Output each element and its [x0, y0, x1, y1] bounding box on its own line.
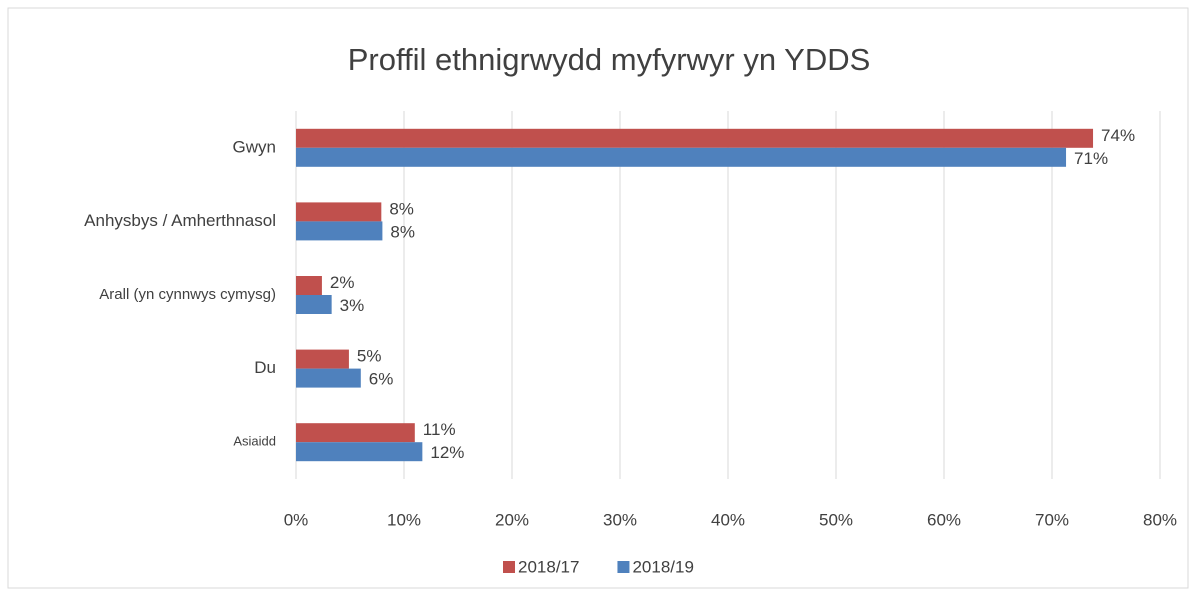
x-tick-label: 20%: [495, 510, 529, 529]
bar: [296, 202, 382, 222]
data-label: 12%: [430, 443, 464, 462]
y-tick-label: Anhysbys / Amherthnasol: [84, 211, 276, 230]
bar: [296, 295, 332, 314]
x-tick-label: 50%: [819, 510, 853, 529]
y-tick-label: Arall (yn cynnwys cymysg): [99, 286, 276, 303]
x-tick-label: 30%: [603, 510, 637, 529]
chart-title: Proffil ethnigrwydd myfyrwyr yn YDDS: [348, 42, 871, 77]
y-tick-label: Du: [254, 358, 276, 377]
data-label: 71%: [1074, 149, 1108, 168]
data-label: 5%: [357, 347, 382, 366]
x-tick-label: 80%: [1143, 510, 1177, 529]
bar: [296, 128, 1094, 148]
legend-label: 2018/19: [632, 557, 693, 576]
legend-swatch: [617, 561, 630, 573]
bar: [296, 221, 383, 241]
y-tick-label: Asiaidd: [233, 434, 276, 449]
data-label: 11%: [423, 420, 456, 439]
bar: [296, 276, 322, 295]
bar: [296, 349, 349, 369]
bar: [296, 147, 1067, 167]
legend-swatch: [503, 561, 515, 573]
bar: [296, 423, 415, 443]
x-tick-label: 70%: [1035, 510, 1069, 529]
data-label: 2%: [330, 273, 355, 292]
data-label: 8%: [390, 222, 415, 241]
data-label: 8%: [389, 199, 414, 218]
bar: [296, 368, 361, 388]
x-tick-label: 10%: [387, 510, 421, 529]
bar: [296, 442, 423, 462]
data-label: 3%: [340, 296, 365, 315]
legend-label: 2018/17: [518, 557, 579, 576]
x-tick-label: 60%: [927, 510, 961, 529]
x-tick-label: 40%: [711, 510, 745, 529]
y-tick-label: Gwyn: [233, 137, 276, 156]
data-label: 74%: [1101, 126, 1135, 145]
data-label: 6%: [369, 370, 394, 389]
x-tick-label: 0%: [284, 510, 309, 529]
chart-border: [7, 7, 1189, 589]
